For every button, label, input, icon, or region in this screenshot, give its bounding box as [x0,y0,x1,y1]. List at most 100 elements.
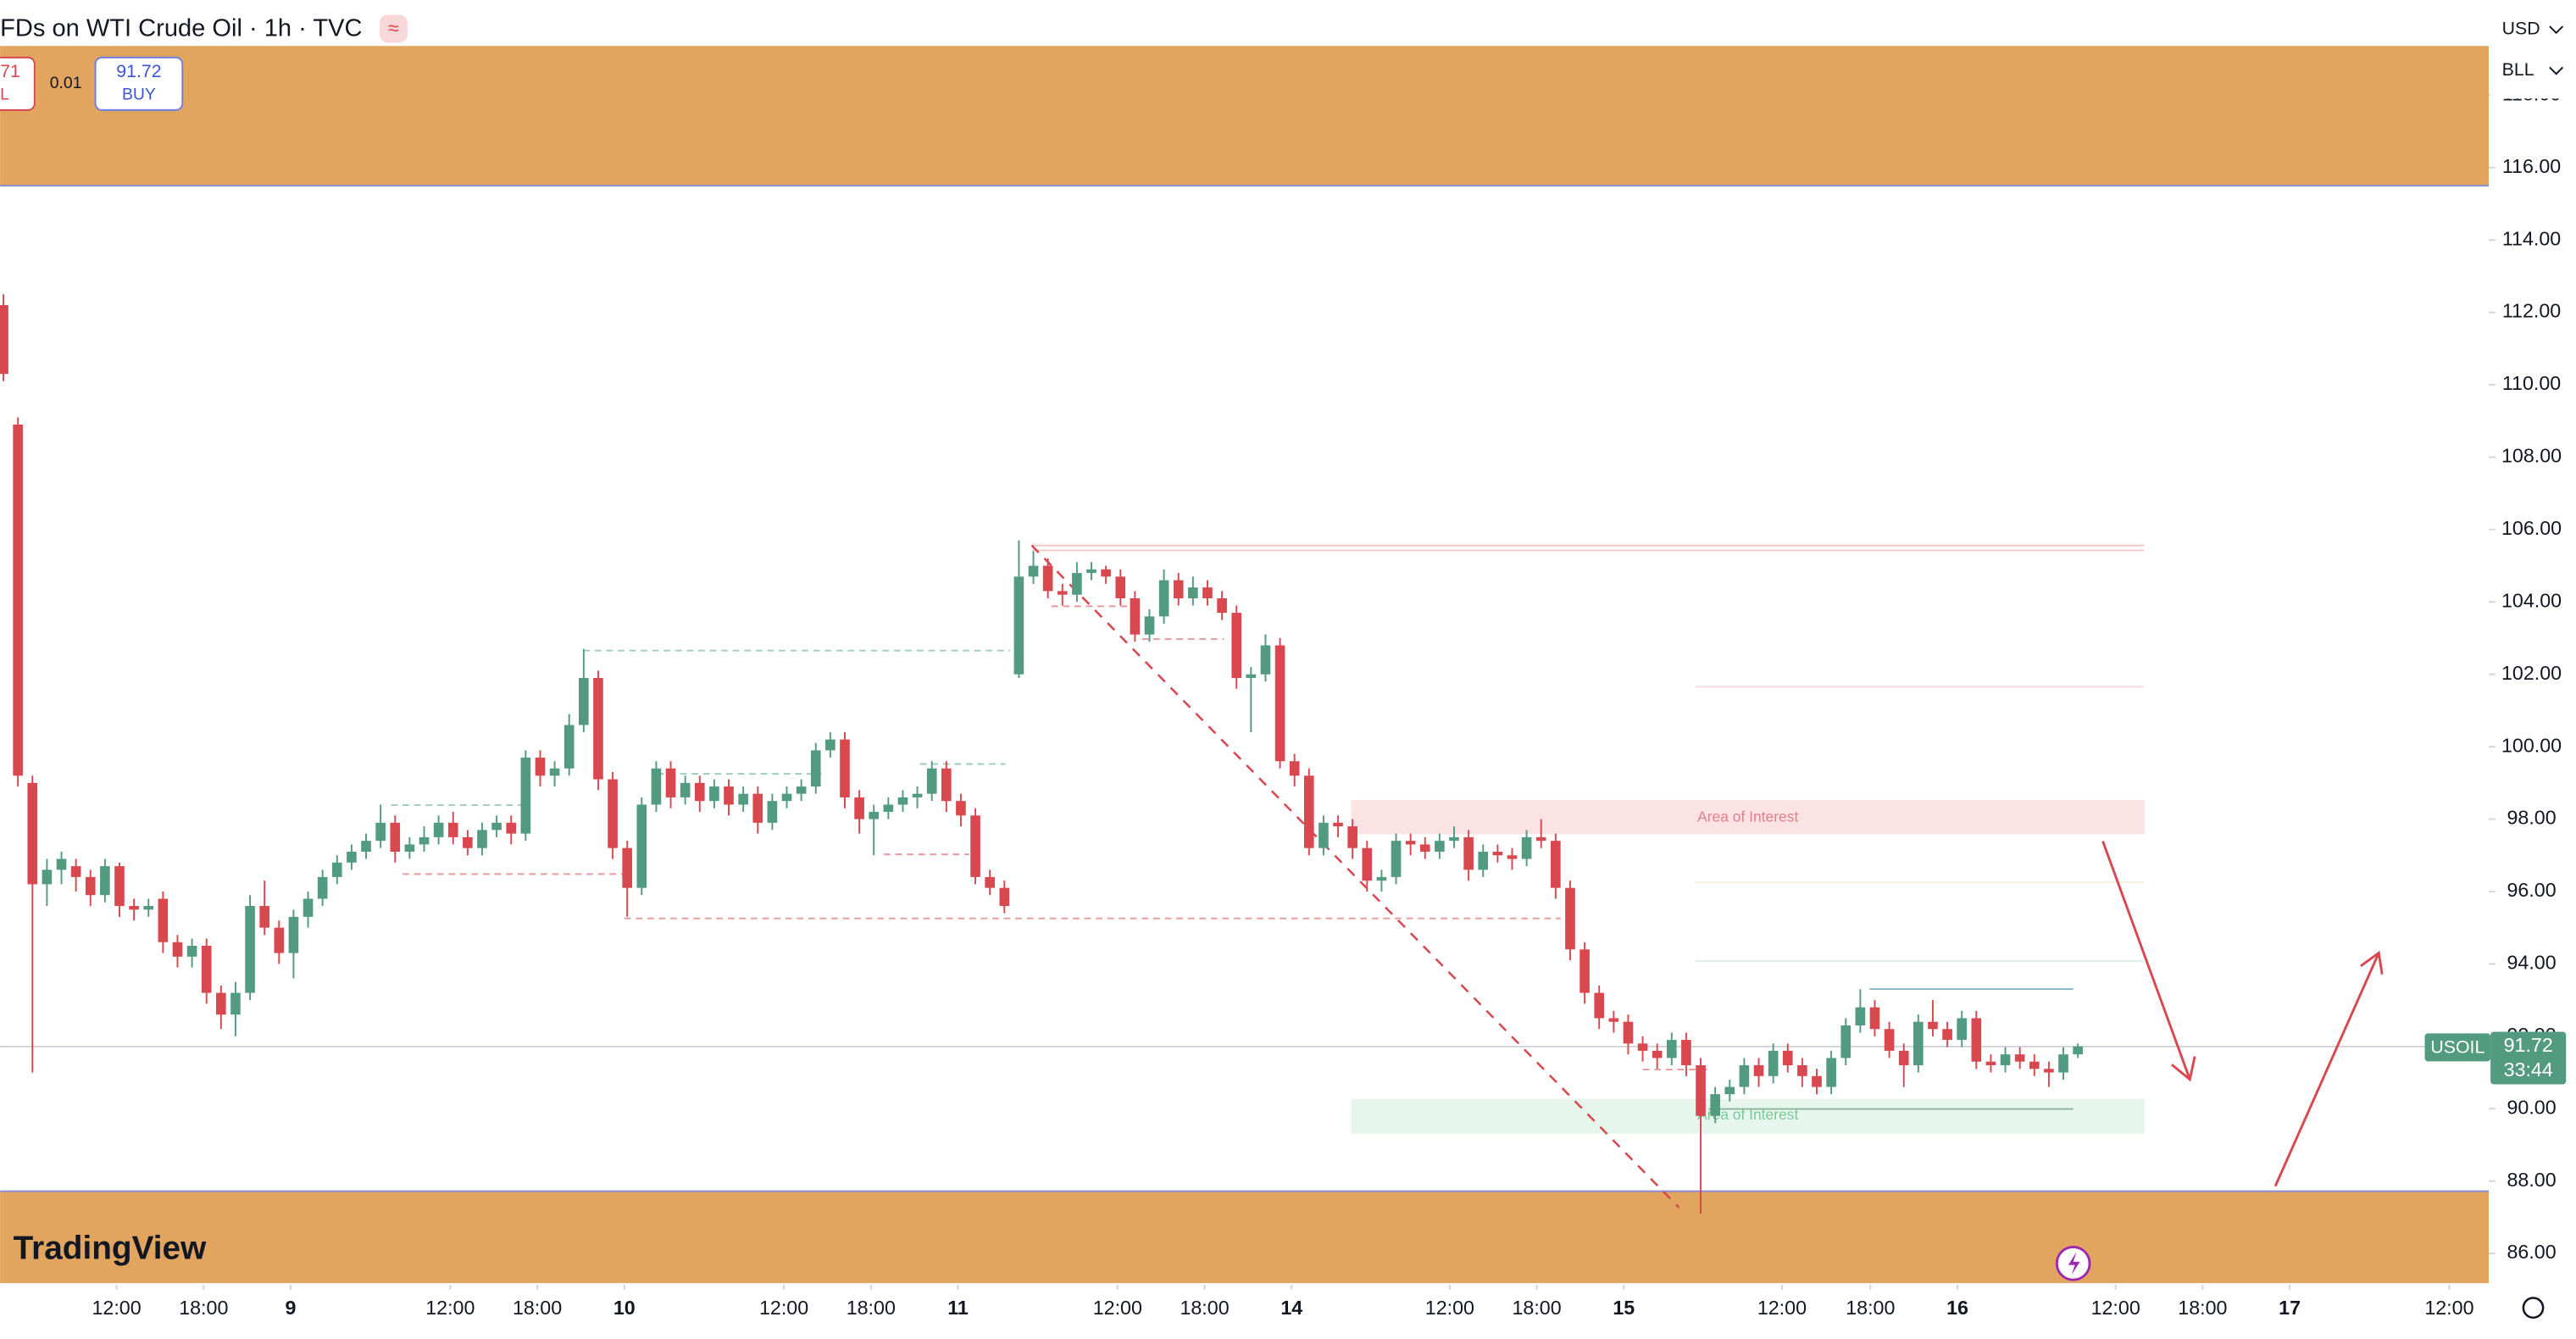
candle-body [1869,1007,1880,1030]
candle-body [1362,847,1373,881]
buy-button[interactable] [94,56,184,111]
candle-body [1507,855,1518,859]
candle-body [1812,1075,1822,1087]
symbol-label: USOIL [2430,1036,2484,1057]
candle-body [1710,1094,1720,1116]
candle-body [970,815,980,877]
zone [1351,799,2145,835]
candle-body [941,768,952,802]
candle-body [1144,616,1155,635]
market-icon-glyph: ≈ [388,17,399,39]
x-tick-label: 12:00 [2091,1297,2140,1319]
x-tick-label: 12:00 [1425,1297,1474,1319]
candle-body [1739,1064,1750,1087]
candle-body [2058,1054,2068,1073]
x-tick-label: 18:00 [513,1297,562,1319]
candle-body [0,305,8,375]
currency[interactable]: USD [2502,19,2540,39]
candle-body [1652,1050,1663,1058]
candle-body [1391,841,1402,877]
x-tick-label: 18:00 [2178,1297,2227,1319]
candle-body [825,739,836,751]
candle-body [1333,822,1343,827]
y-tick-label: 112.00 [2502,300,2561,322]
y-tick-label: 116.00 [2502,155,2561,177]
candle-body [1957,1018,1968,1041]
candle-body [869,811,880,820]
candle-body [579,677,589,725]
x-tick-label: 12:00 [2424,1297,2473,1319]
candle-body [1753,1064,1764,1076]
candle-body [1289,761,1300,776]
x-tick-label: 18:00 [179,1297,228,1319]
zone [1351,1098,2145,1134]
candle-body [1913,1021,1924,1065]
buy-label: BUY [122,86,156,104]
zones: Area of Interest Area of Interest [0,46,2490,1284]
candle-body [1492,851,1503,856]
candle-body [303,898,314,917]
arrow-down [2101,841,2196,1082]
candle-body [622,847,632,888]
sell-button[interactable] [0,56,36,111]
candle-body [288,916,299,953]
candle-body [651,768,662,805]
x-tick-label: 12:00 [92,1297,141,1319]
candle-body [694,782,705,802]
candle-body [593,677,603,780]
unit[interactable]: BLL [2502,59,2534,80]
candle-body [1724,1086,1735,1095]
candle-body [143,906,154,910]
candle-body [404,844,415,852]
candle-body [201,946,212,993]
candle-body [738,793,748,805]
x-tick-label: 9 [286,1297,297,1319]
candle-body [1768,1050,1779,1076]
candle-body [433,822,444,837]
x-tick-label: 12:00 [425,1297,475,1319]
y-tick-label: 98.00 [2507,807,2556,829]
candle-body [1013,576,1024,675]
candle-body [375,822,386,842]
candle-body [1623,1021,1634,1044]
candle-body [1449,836,1459,842]
sell-price: 71 [0,61,20,81]
candle-body [1797,1064,1807,1076]
candle-body [810,750,821,787]
candle-body [535,757,546,776]
candle-body [186,946,197,957]
candle-body [665,768,676,797]
candles [0,294,2083,1214]
market-icon [379,14,408,43]
candle-body [956,801,966,816]
candle-body [1405,841,1416,845]
candle-body [114,866,125,907]
candle-body [230,992,241,1015]
candle-body [608,779,618,848]
settings-icon[interactable] [2522,1297,2545,1320]
axis-header [2490,0,2576,99]
candle-body [1303,775,1314,848]
candle-body [274,927,285,953]
alert-glyph [2068,1252,2080,1275]
candle-body [85,876,96,896]
candle-body [463,836,473,848]
candle-body [1985,1061,1996,1065]
candle-body [796,786,807,794]
candle-body [13,424,23,776]
candle-body [1173,580,1184,599]
candle-body [1376,876,1387,881]
candle-body [259,906,270,928]
candle-body [1028,565,1039,577]
candle-body [1347,826,1357,848]
candle-body [1202,587,1213,599]
candle-body [1072,573,1082,595]
candle-body [447,822,458,837]
candle-body [854,797,864,820]
candle-body [158,898,169,942]
candle-body [999,887,1010,907]
candle-body [1521,836,1532,859]
candle-body [1086,569,1096,574]
